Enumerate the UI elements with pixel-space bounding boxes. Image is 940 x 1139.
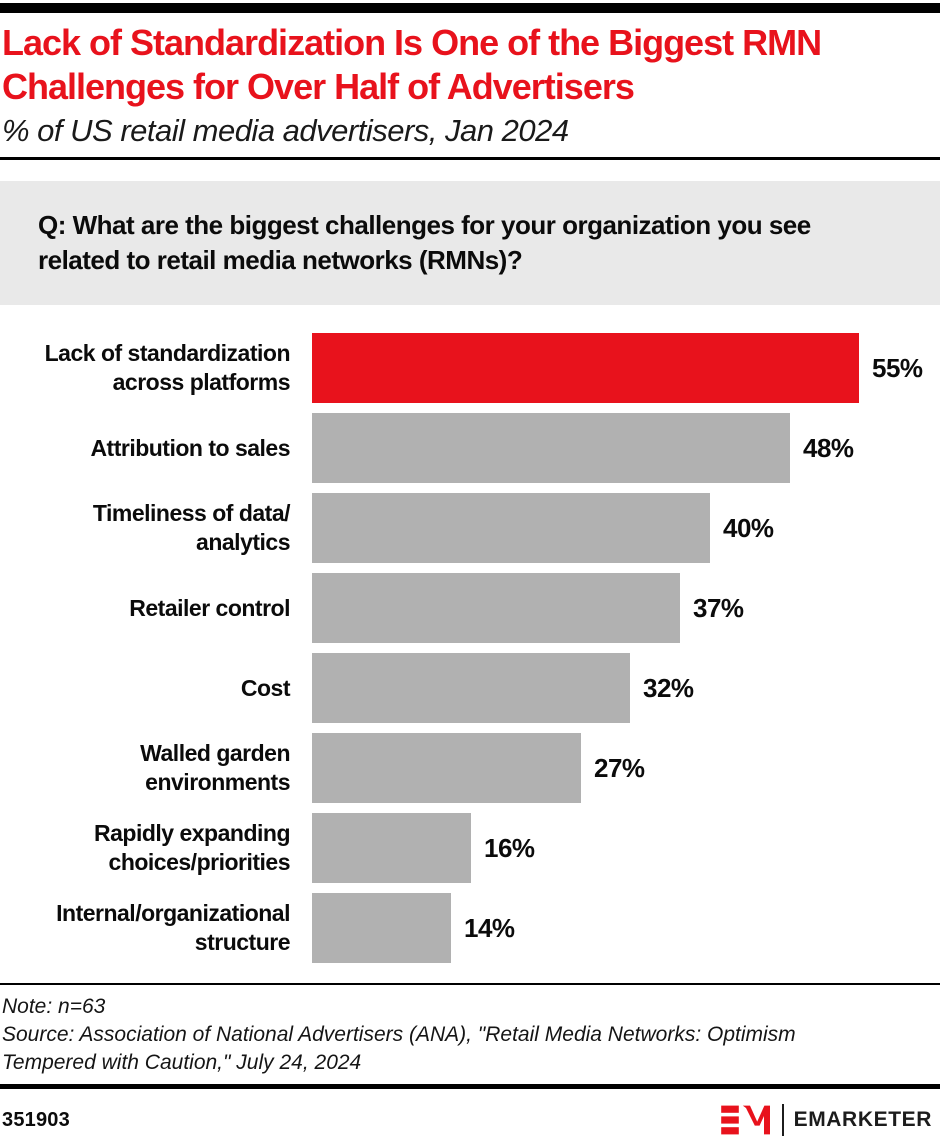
chart-row: Attribution to sales 48% bbox=[0, 413, 940, 483]
chart-row: Rapidly expanding choices/priorities 16% bbox=[0, 813, 940, 883]
chart-id: 351903 bbox=[2, 1108, 70, 1131]
category-label: Attribution to sales bbox=[90, 434, 290, 461]
emarketer-wordmark: EMARKETER bbox=[793, 1108, 932, 1131]
category-label: Walled garden environments bbox=[140, 740, 290, 795]
value-label: 14% bbox=[464, 912, 515, 943]
value-label: 37% bbox=[693, 592, 744, 623]
bar-track: 27% bbox=[312, 733, 940, 803]
category-label: Retailer control bbox=[129, 594, 290, 621]
value-label: 32% bbox=[643, 672, 694, 703]
category-label: Cost bbox=[240, 674, 291, 701]
brand-logo: EMARKETER bbox=[720, 1104, 932, 1136]
top-black-bar bbox=[0, 3, 940, 13]
value-label: 55% bbox=[872, 352, 923, 383]
page-title: Lack of Standardization Is One of the Bi… bbox=[2, 22, 822, 107]
bar bbox=[312, 653, 630, 723]
category-label: Timeliness of data/ analytics bbox=[92, 500, 291, 555]
footer: 351903 EMARKETER bbox=[0, 1103, 940, 1137]
chart-row: Timeliness of data/ analytics 40% bbox=[0, 493, 940, 563]
chart-row: Retailer control 37% bbox=[0, 573, 940, 643]
logo-divider bbox=[781, 1104, 784, 1136]
chart-row: Walled garden environments 27% bbox=[0, 733, 940, 803]
bar bbox=[312, 733, 581, 803]
header-divider bbox=[0, 157, 940, 160]
chart-row: Internal/organizational structure 14% bbox=[0, 893, 940, 963]
page-subtitle: % of US retail media advertisers, Jan 20… bbox=[2, 113, 569, 148]
chart-row: Cost 32% bbox=[0, 653, 940, 723]
bar-track: 48% bbox=[312, 413, 940, 483]
bar-track: 14% bbox=[312, 893, 940, 963]
bar-track: 37% bbox=[312, 573, 940, 643]
category-label: Internal/organizational structure bbox=[56, 900, 290, 955]
infographic-page: Lack of Standardization Is One of the Bi… bbox=[0, 3, 940, 1139]
bar bbox=[312, 573, 680, 643]
bar-track: 32% bbox=[312, 653, 940, 723]
footer-divider bbox=[0, 1084, 940, 1089]
bar bbox=[312, 893, 451, 963]
note-text: Note: n=63 bbox=[2, 995, 106, 1018]
bar bbox=[312, 493, 710, 563]
chart-row: Lack of standardization across platforms… bbox=[0, 333, 940, 403]
bar bbox=[312, 333, 859, 403]
header: Lack of Standardization Is One of the Bi… bbox=[0, 13, 940, 151]
bar-track: 40% bbox=[312, 493, 940, 563]
value-label: 27% bbox=[594, 752, 645, 783]
bar-track: 16% bbox=[312, 813, 940, 883]
emarketer-em-mark-icon bbox=[720, 1104, 772, 1136]
value-label: 48% bbox=[803, 432, 854, 463]
survey-question-box: Q: What are the biggest challenges for y… bbox=[0, 181, 940, 305]
source-text: Source: Association of National Advertis… bbox=[2, 1023, 796, 1074]
note-divider bbox=[0, 983, 940, 985]
survey-question-text: Q: What are the biggest challenges for y… bbox=[38, 210, 811, 275]
notes-section: Note: n=63 Source: Association of Nation… bbox=[0, 993, 940, 1077]
bar bbox=[312, 813, 471, 883]
bar-chart: Lack of standardization across platforms… bbox=[0, 333, 940, 963]
bar-track: 55% bbox=[312, 333, 940, 403]
bar bbox=[312, 413, 790, 483]
value-label: 16% bbox=[484, 832, 535, 863]
value-label: 40% bbox=[723, 512, 774, 543]
category-label: Lack of standardization across platforms bbox=[44, 340, 291, 395]
category-label: Rapidly expanding choices/priorities bbox=[94, 820, 290, 875]
